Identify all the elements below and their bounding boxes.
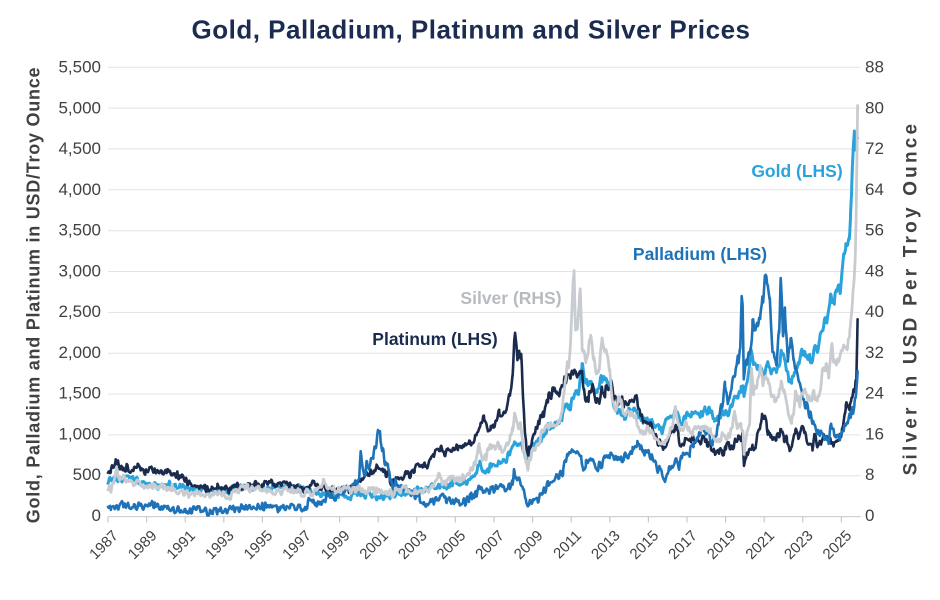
svg-text:64: 64 <box>865 180 884 199</box>
svg-text:0: 0 <box>92 506 101 525</box>
svg-text:Palladium (LHS): Palladium (LHS) <box>633 244 767 264</box>
svg-text:4,000: 4,000 <box>58 180 101 199</box>
svg-text:72: 72 <box>865 139 884 158</box>
svg-text:32: 32 <box>865 343 884 362</box>
svg-text:48: 48 <box>865 261 884 280</box>
svg-text:4,500: 4,500 <box>58 139 101 158</box>
svg-text:8: 8 <box>865 465 874 484</box>
svg-text:Platinum (LHS): Platinum (LHS) <box>372 329 497 349</box>
svg-text:Gold (LHS): Gold (LHS) <box>751 161 842 181</box>
svg-text:56: 56 <box>865 221 884 240</box>
svg-text:3,000: 3,000 <box>58 261 101 280</box>
svg-text:5,000: 5,000 <box>58 98 101 117</box>
svg-text:Silver (RHS): Silver (RHS) <box>460 288 561 308</box>
svg-text:500: 500 <box>73 465 101 484</box>
svg-text:2,000: 2,000 <box>58 343 101 362</box>
svg-text:Gold, Palladium and Platinum i: Gold, Palladium and Platinum in USD/Troy… <box>24 67 44 524</box>
svg-text:1,500: 1,500 <box>58 384 101 403</box>
svg-text:16: 16 <box>865 424 884 443</box>
svg-text:3,500: 3,500 <box>58 221 101 240</box>
svg-text:0: 0 <box>865 506 874 525</box>
svg-text:Silver in USD Per Troy Ounce: Silver in USD Per Troy Ounce <box>901 121 922 476</box>
svg-text:2,500: 2,500 <box>58 302 101 321</box>
svg-text:40: 40 <box>865 302 884 321</box>
svg-text:Gold, Palladium, Platinum and: Gold, Palladium, Platinum and Silver Pri… <box>192 15 751 45</box>
svg-text:80: 80 <box>865 98 884 117</box>
svg-text:1,000: 1,000 <box>58 424 101 443</box>
svg-text:5,500: 5,500 <box>58 58 101 77</box>
svg-text:24: 24 <box>865 384 884 403</box>
svg-text:88: 88 <box>865 58 884 77</box>
